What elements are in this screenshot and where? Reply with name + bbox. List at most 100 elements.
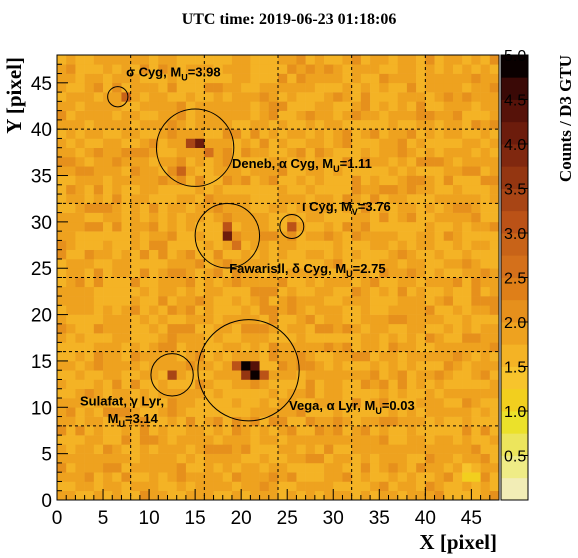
- heatmap-cell: [103, 101, 113, 111]
- heatmap-cell: [66, 314, 76, 325]
- heatmap-cell: [370, 444, 380, 454]
- heatmap-cell: [204, 407, 214, 417]
- heatmap-cell: [93, 490, 104, 501]
- heatmap-cell: [406, 416, 417, 427]
- heatmap-cell: [57, 398, 67, 408]
- heatmap-cell: [388, 425, 399, 436]
- heatmap-cell: [139, 64, 150, 74]
- x-tick-label: 40: [415, 508, 436, 529]
- heatmap-cell: [75, 258, 85, 269]
- heatmap-cell: [278, 398, 288, 408]
- heatmap-cell: [149, 370, 159, 380]
- heatmap-cell: [250, 444, 260, 454]
- heatmap-cell: [314, 388, 325, 399]
- heatmap-cell: [305, 212, 316, 223]
- heatmap-cell: [480, 416, 491, 427]
- heatmap-cell: [480, 212, 491, 223]
- heatmap-cell: [397, 277, 408, 288]
- heatmap-cell: [268, 166, 279, 176]
- heatmap-cell: [324, 175, 334, 186]
- heatmap-cell: [287, 240, 297, 250]
- heatmap-cell: [130, 351, 141, 362]
- heatmap-cell: [471, 277, 481, 288]
- heatmap-cell: [489, 231, 500, 241]
- heatmap-cell: [66, 416, 76, 427]
- heatmap-cell: [149, 407, 159, 417]
- heatmap-cell: [213, 453, 224, 464]
- heatmap-cell: [443, 425, 454, 436]
- heatmap-cell: [452, 444, 463, 454]
- heatmap-cell: [185, 462, 196, 473]
- heatmap-cell: [176, 333, 187, 343]
- heatmap-cell: [139, 203, 150, 213]
- heatmap-cell: [333, 481, 343, 492]
- heatmap-cell: [370, 82, 380, 93]
- heatmap-cell: [149, 333, 159, 343]
- heatmap-cell: [278, 370, 288, 380]
- heatmap-cell: [489, 129, 500, 139]
- heatmap-cell: [57, 333, 67, 343]
- heatmap-cell: [416, 351, 426, 362]
- heatmap-cell: [149, 388, 159, 399]
- heatmap-cell: [66, 175, 76, 186]
- heatmap-cell: [213, 398, 224, 408]
- heatmap-cell: [443, 249, 454, 260]
- heatmap-cell: [452, 416, 463, 427]
- colorbar-ticks: 0.51.01.52.02.53.03.54.04.55.0: [504, 48, 528, 466]
- heatmap-cell: [149, 472, 159, 482]
- heatmap-cell: [268, 268, 279, 278]
- heatmap-cell: [296, 425, 306, 436]
- heatmap-cell: [130, 147, 141, 158]
- heatmap-cell: [139, 333, 150, 343]
- heatmap-cell: [324, 203, 334, 213]
- heatmap-cell: [324, 231, 334, 241]
- heatmap-cell: [324, 55, 334, 65]
- heatmap-cell: [397, 175, 408, 186]
- heatmap-cell: [406, 370, 417, 380]
- heatmap-cell: [443, 212, 454, 223]
- heatmap-cell: [388, 258, 399, 269]
- colorbar-segment: [501, 277, 528, 301]
- heatmap-cell: [222, 82, 233, 93]
- heatmap-cell: [425, 110, 435, 121]
- heatmap-cell: [443, 342, 454, 352]
- heatmap-cell: [231, 472, 242, 482]
- heatmap-cell: [121, 240, 131, 250]
- heatmap-cell: [139, 351, 150, 362]
- x-tick-label: 20: [231, 508, 252, 529]
- heatmap-cell: [278, 110, 288, 121]
- heatmap-cell: [57, 82, 67, 93]
- heatmap-cell: [167, 203, 178, 213]
- heatmap-cell: [139, 379, 150, 390]
- heatmap-cell: [250, 268, 260, 278]
- heatmap-cell: [57, 240, 67, 250]
- heatmap-cell: [167, 435, 178, 445]
- heatmap-cell: [231, 147, 242, 158]
- heatmap-cell: [471, 286, 481, 297]
- heatmap-cell: [167, 231, 178, 241]
- heatmap-cell: [66, 388, 76, 399]
- heatmap-cell: [112, 453, 122, 464]
- heatmap-cell: [406, 453, 417, 464]
- heatmap-cell: [489, 184, 500, 195]
- heatmap-cell: [324, 490, 334, 501]
- heatmap-cell: [388, 73, 399, 84]
- x-tick-label: 25: [277, 508, 298, 529]
- colorbar-segment: [501, 411, 528, 434]
- heatmap-cell: [158, 425, 168, 436]
- heatmap-cell: [351, 360, 362, 371]
- heatmap-cell: [397, 82, 408, 93]
- heatmap-cell: [406, 360, 417, 371]
- heatmap-cell: [434, 138, 445, 149]
- y-tick-label: 10: [31, 398, 52, 419]
- heatmap-cell: [158, 184, 168, 195]
- heatmap-cell: [489, 416, 500, 427]
- heatmap-cell: [103, 129, 113, 139]
- heatmap-cell: [149, 305, 159, 315]
- heatmap-cell: [149, 416, 159, 427]
- heatmap-cell: [360, 231, 371, 241]
- heatmap-cell: [480, 110, 491, 121]
- heatmap-cell: [324, 305, 334, 315]
- heatmap-cell: [406, 286, 417, 297]
- heatmap-cell: [480, 82, 491, 93]
